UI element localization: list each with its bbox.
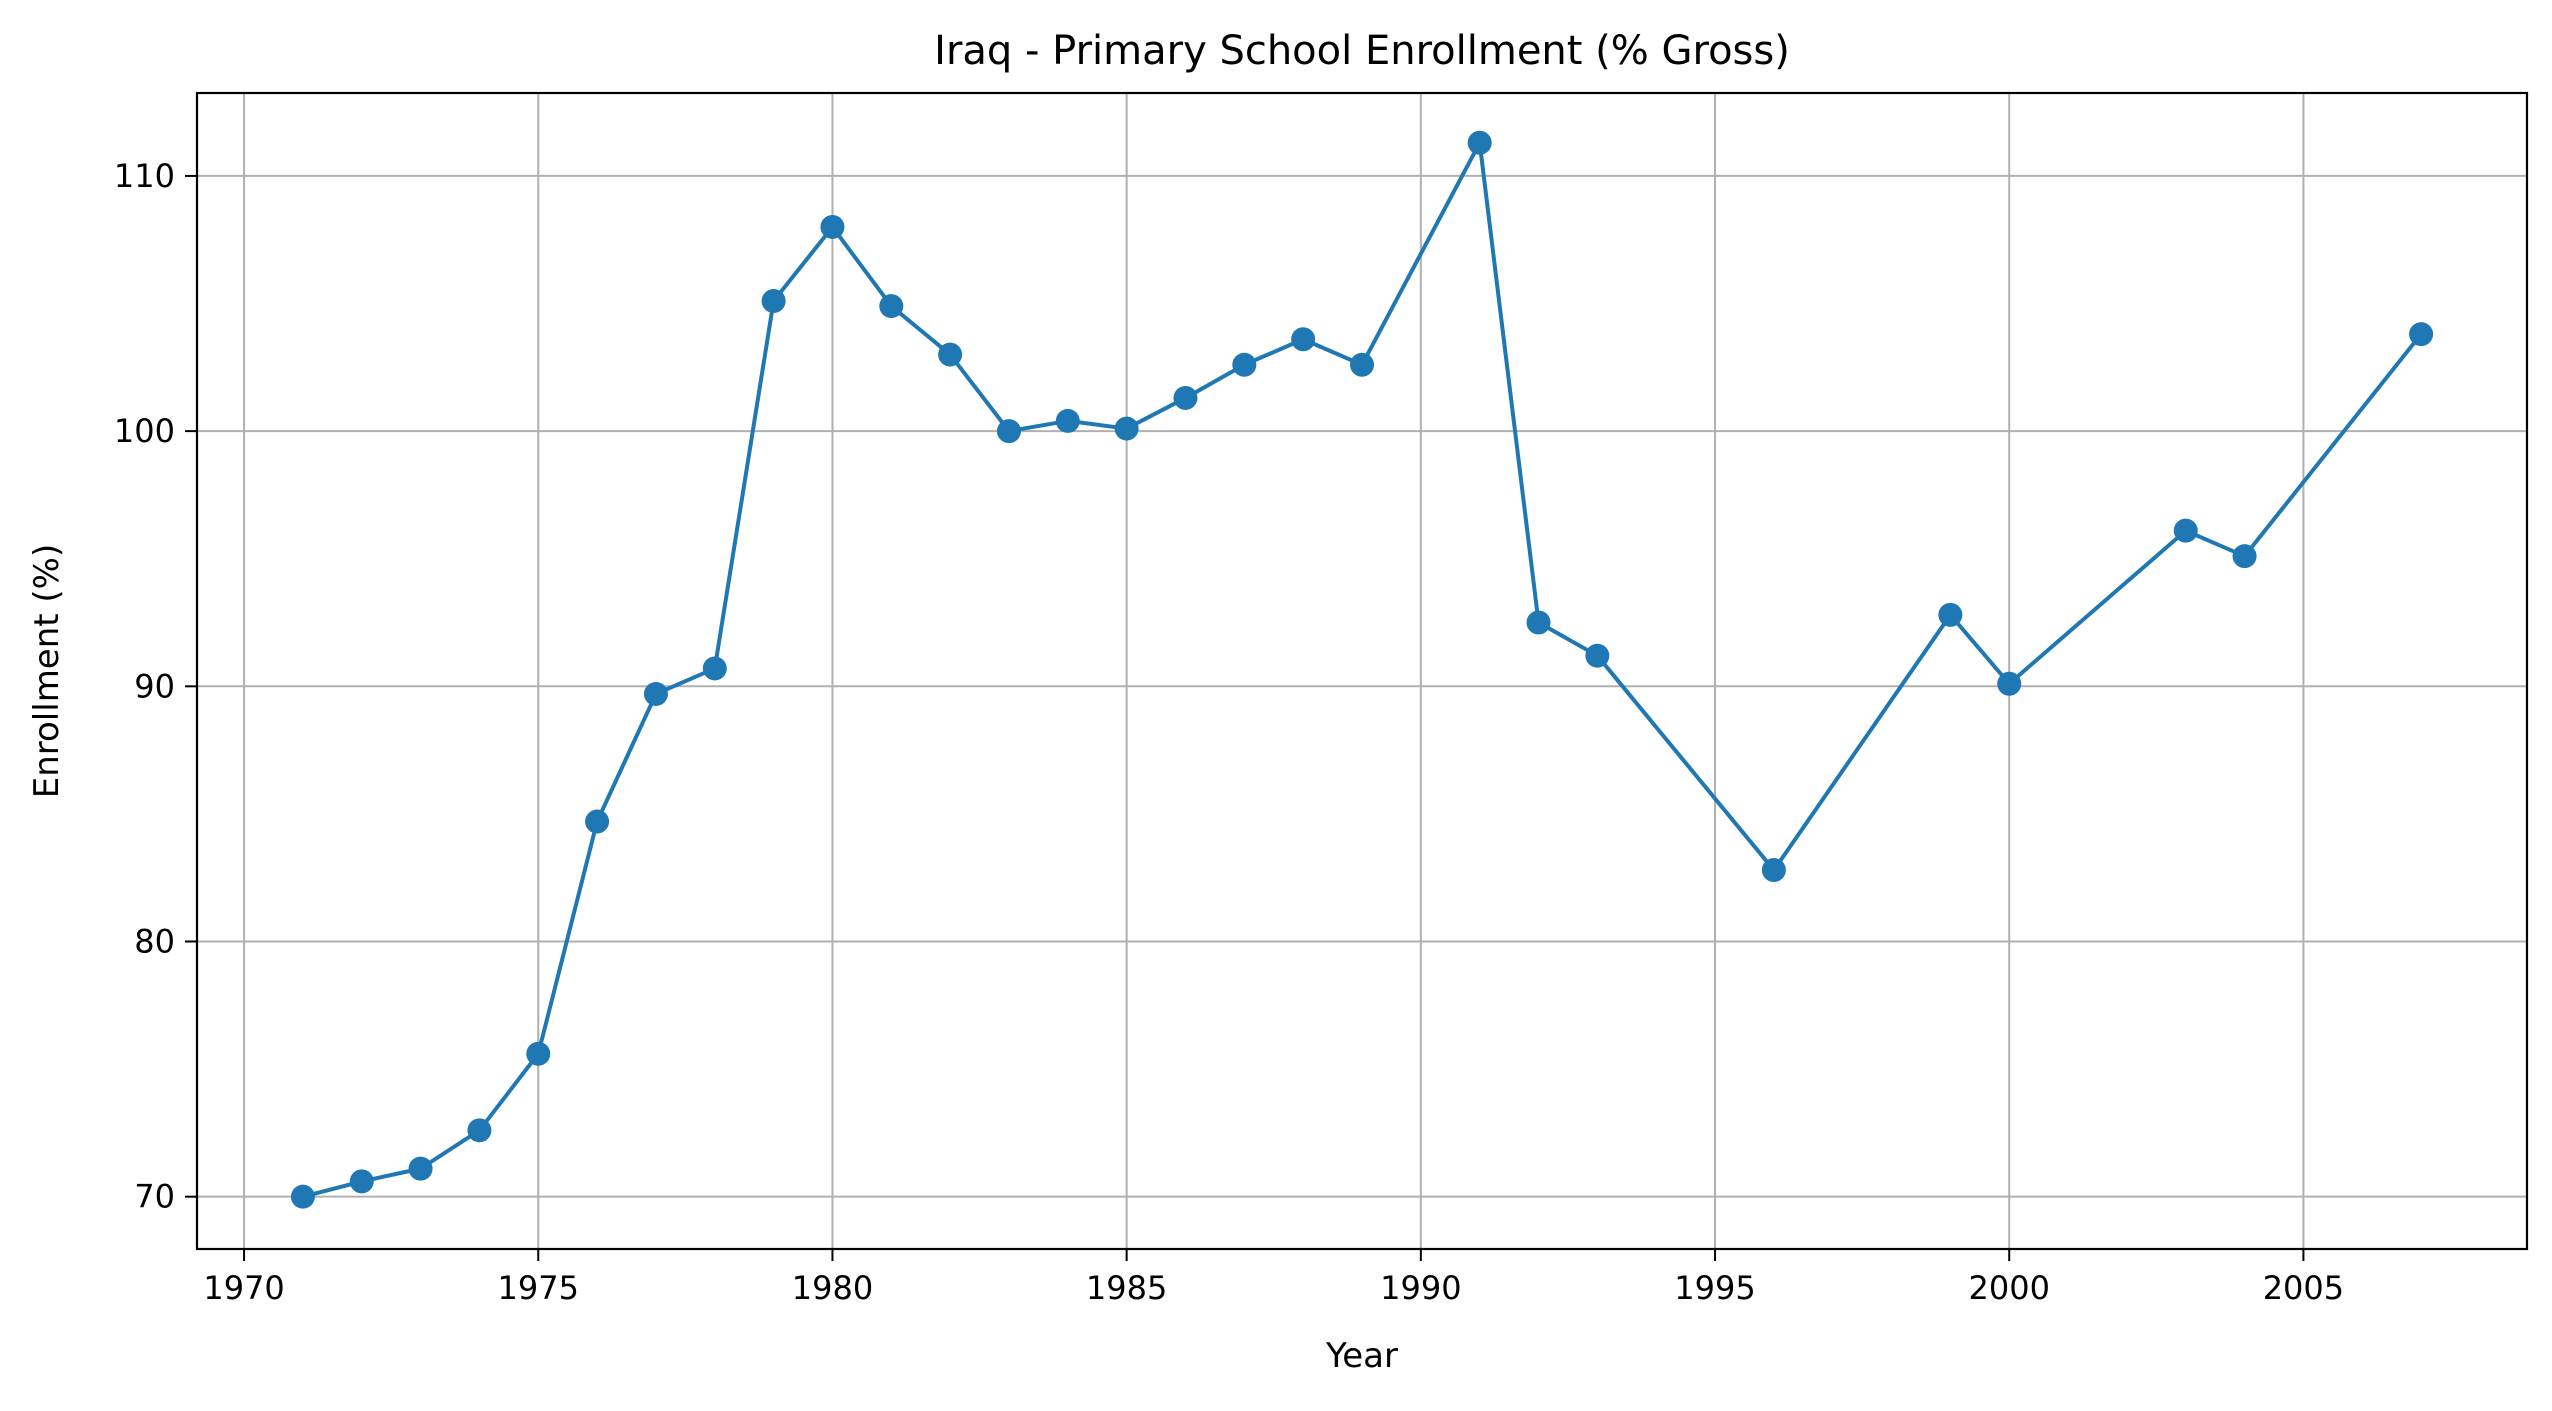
data-point <box>2173 518 2198 543</box>
y-tick-label: 90 <box>134 667 175 705</box>
data-point <box>290 1184 315 1209</box>
data-point <box>1291 327 1316 352</box>
data-point <box>408 1156 433 1181</box>
data-point <box>1467 130 1492 155</box>
x-tick-label: 2000 <box>1969 1269 2050 1307</box>
x-axis-label: Year <box>1325 1336 1398 1376</box>
x-tick-label: 2005 <box>2263 1269 2344 1307</box>
data-point <box>1585 643 1610 668</box>
data-point <box>1114 416 1139 441</box>
data-point <box>996 419 1021 444</box>
data-point <box>526 1041 551 1066</box>
data-point <box>467 1118 492 1143</box>
data-point <box>1173 385 1198 410</box>
series-layer <box>290 130 2434 1209</box>
grid <box>197 93 2527 1249</box>
data-point <box>643 681 668 706</box>
data-point <box>1232 352 1257 377</box>
y-tick-label: 70 <box>134 1178 175 1216</box>
x-tick-label: 1990 <box>1380 1269 1461 1307</box>
data-point <box>1055 408 1080 433</box>
data-point <box>2409 322 2434 347</box>
data-point <box>585 809 610 834</box>
y-axis-label: Enrollment (%) <box>27 544 67 799</box>
series-line <box>300 140 2424 1199</box>
x-tick-label: 1975 <box>498 1269 579 1307</box>
plot-frame <box>195 91 2529 1251</box>
data-point <box>879 294 904 319</box>
y-tick-label: 100 <box>114 412 175 450</box>
y-tick-label: 110 <box>114 157 175 195</box>
data-point <box>1761 858 1786 883</box>
y-tick-label: 80 <box>134 922 175 960</box>
x-tick-label: 1995 <box>1674 1269 1755 1307</box>
data-point <box>820 214 845 239</box>
data-point <box>938 342 963 367</box>
chart-title: Iraq - Primary School Enrollment (% Gros… <box>934 28 1790 74</box>
data-point <box>761 288 786 313</box>
x-tick-label: 1985 <box>1086 1269 1167 1307</box>
data-point <box>1938 602 1963 627</box>
x-tick-label: 1980 <box>792 1269 873 1307</box>
data-point <box>702 656 727 681</box>
data-point <box>349 1169 374 1194</box>
data-point <box>1350 352 1374 377</box>
data-point <box>2232 544 2257 569</box>
data-point <box>1526 610 1551 635</box>
ticks: 1970 1975 1980 1985 1990 1995 2000 2005 70 80 90 10… <box>114 157 2344 1307</box>
data-point <box>1997 671 2022 696</box>
x-tick-label: 1970 <box>203 1269 284 1307</box>
